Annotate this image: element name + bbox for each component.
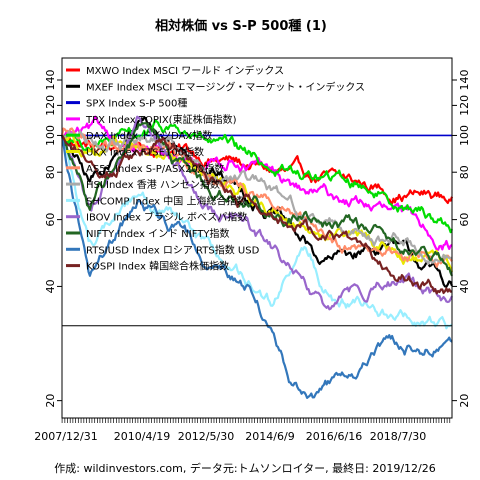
legend-label: MXWO Index MSCI ワールド インデックス (86, 64, 284, 77)
plot-frame (61, 57, 453, 419)
legend-label: DAX Index ドイツDAX指数 (86, 129, 212, 142)
series-line (61, 119, 453, 234)
y-tick-label: 80 (44, 165, 57, 179)
y-tick-label: 40 (44, 279, 57, 293)
legend-label: AS51 Index S-P/ASX200指数 (86, 162, 224, 175)
y-tick-label: 40 (458, 279, 471, 293)
x-tick-label: 2018/7/30 (370, 430, 426, 443)
series-line (60, 135, 453, 399)
x-tick-label: 2010/4/19 (114, 430, 170, 443)
legend-label: IBOV Index ブラジル ボベスパ指数 (86, 211, 247, 224)
legend-label: TPX Index TOPIX(東証株価指数) (85, 113, 237, 126)
x-tick-label: 2007/12/31 (34, 430, 97, 443)
legend-label: SPX Index S-P 500種 (86, 97, 187, 110)
legend-label: NIFTY Index インド NIFTY指数 (86, 227, 230, 240)
x-tick-label: 2012/5/30 (178, 430, 234, 443)
y-tick-label: 100 (44, 125, 57, 146)
y-tick-label: 120 (44, 95, 57, 116)
legend-label: MXEF Index MSCI エマージング・マーケット・インデックス (86, 80, 365, 93)
legend-label: HSI Index 香港 ハンセン指数 (86, 178, 220, 191)
legend: MXWO Index MSCI ワールド インデックス MXEF Index MS… (66, 64, 365, 273)
chart-footer-credit: 作成: wildinvestors.com, データ元:トムソンロイター, 最終… (54, 461, 435, 475)
chart-title: 相対株価 vs S-P 500種 (1) (155, 18, 327, 34)
x-tick-label: 2016/6/16 (306, 430, 362, 443)
y-tick-label: 140 (458, 70, 471, 91)
series-line (60, 135, 453, 330)
y-tick-label: 60 (44, 213, 57, 227)
legend-label: RTSIUSD Index ロシア RTS指数 USD (86, 243, 260, 256)
y-axis-right: 20 40 60 80 100 120 140 (452, 70, 471, 408)
legend-label: UKX Index FTSE100指数 (86, 146, 204, 159)
y-tick-label: 80 (458, 165, 471, 179)
y-tick-label: 140 (44, 70, 57, 91)
series-line (60, 122, 454, 277)
legend-label: SHCOMP Index 中国 上海総合指数 (86, 194, 246, 207)
series-line (61, 130, 452, 266)
y-tick-label: 100 (458, 125, 471, 146)
y-axis-left: 20 40 60 80 100 120 140 (44, 70, 62, 408)
y-tick-label: 20 (44, 394, 57, 408)
series-line (61, 134, 453, 295)
legend-label: KOSPI Index 韓国総合株価指数 (86, 260, 229, 273)
x-axis: 2007/12/31 2010/4/19 2012/5/30 2014/6/9 2016… (34, 418, 451, 443)
y-tick-label: 120 (458, 95, 471, 116)
y-tick-label: 60 (458, 213, 471, 227)
y-tick-label: 20 (458, 394, 471, 408)
series-line (60, 115, 453, 311)
x-tick-label: 2014/6/9 (245, 430, 294, 443)
series-lines (60, 115, 454, 399)
